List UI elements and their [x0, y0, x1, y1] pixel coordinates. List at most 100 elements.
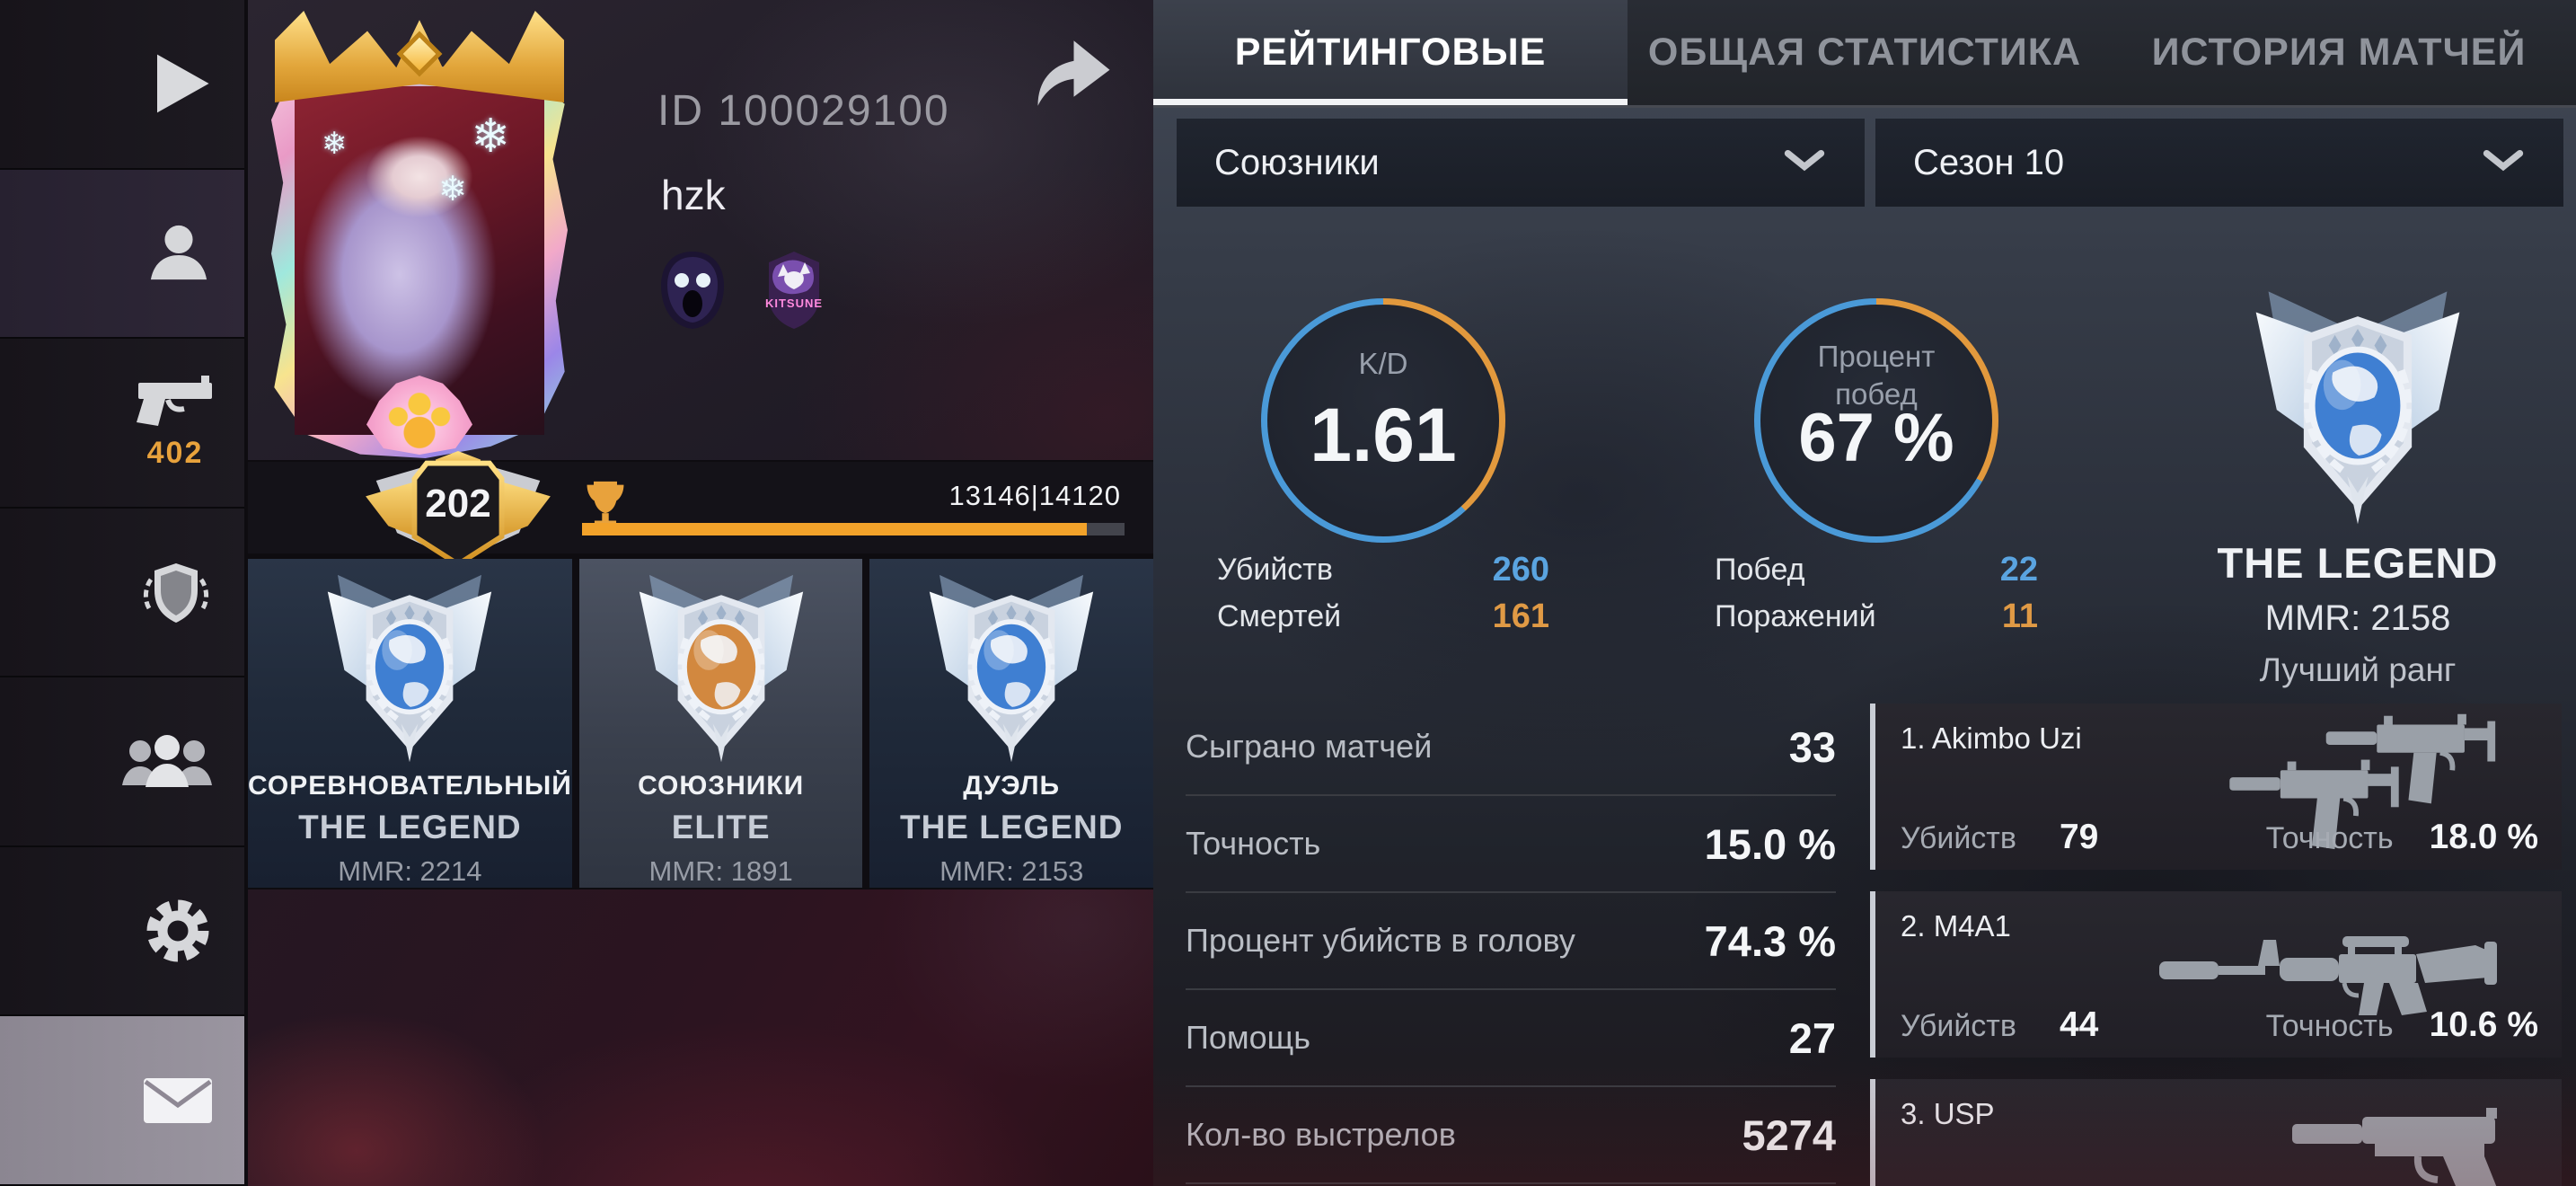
- profile-header: ❄ ❄ ❄ ID 100029100 hzk: [248, 0, 1153, 460]
- wins-value: 22: [1999, 550, 2038, 589]
- best-rank-block: THE LEGEND MMR: 2158 Лучший ранг: [2169, 289, 2546, 689]
- weapon-card-akimbo-uzi: 1. Akimbo Uzi Убийств 79 Точность 18.0 %: [1870, 704, 2562, 870]
- weapon-name: 2. M4A1: [1901, 909, 2011, 943]
- sidebar-item-mail[interactable]: [0, 1016, 244, 1186]
- rank-emblem: [636, 573, 807, 766]
- rank-card-allies: СОЮЗНИКИ ELITE MMR: 1891: [578, 559, 863, 888]
- weapon-card-usp: 3. USP: [1870, 1079, 2562, 1186]
- best-rank-name: THE LEGEND: [2217, 539, 2499, 587]
- weapon-name: 3. USP: [1901, 1097, 1995, 1130]
- sidebar-item-play[interactable]: [0, 0, 244, 170]
- rank-cards: СОРЕВНОВАТЕЛЬНЫЙ THE LEGEND MMR: 2214 СО…: [248, 559, 1154, 888]
- player-id: ID 100029100: [657, 87, 950, 135]
- player-badges: KITSUNE: [657, 250, 825, 335]
- best-rank-caption: Лучший ранг: [2259, 651, 2457, 688]
- stats-row-assists: Помощь 27: [1186, 990, 1836, 1087]
- winrate-value: 67 %: [1798, 400, 1954, 476]
- winrate-ring: Процент побед 67 %: [1754, 298, 1998, 543]
- xp-progress-text: 13146|14120: [948, 480, 1121, 511]
- sidebar-item-loadout[interactable]: 402: [0, 339, 244, 509]
- stats-panel: РЕЙТИНГОВЫЕ ОБЩАЯ СТАТИСТИКА ИСТОРИЯ МАТ…: [1153, 0, 2576, 1186]
- rank-card-mmr: MMR: 2153: [940, 855, 1084, 887]
- tab-rating[interactable]: РЕЙТИНГОВЫЕ: [1153, 0, 1628, 105]
- shield-laurel-icon: [138, 560, 214, 624]
- usp-icon: [2292, 1099, 2535, 1186]
- profile-panel: ❄ ❄ ❄ ID 100029100 hzk: [248, 0, 1154, 1186]
- stats-list[interactable]: Сыграно матчей 33 Точность 15.0 % Процен…: [1186, 699, 1836, 1184]
- level-strip: 202 13146|14120: [248, 462, 1153, 553]
- level-badge: 202: [361, 449, 555, 568]
- deaths-row: Смертей 161: [1217, 597, 1549, 635]
- snowflake-icon: ❄: [438, 171, 467, 208]
- pistol-icon: [137, 374, 214, 434]
- rank-card-rank: THE LEGEND: [899, 809, 1124, 845]
- rank-emblem: [926, 573, 1097, 766]
- rank-card-mode: СОЮЗНИКИ: [638, 771, 805, 801]
- kills-row: Убийств 260: [1217, 550, 1549, 589]
- weapon-stats: Убийств 79 Точность 18.0 %: [1901, 818, 2538, 856]
- mode-dropdown[interactable]: Союзники: [1177, 119, 1865, 207]
- mail-icon: [142, 1075, 214, 1127]
- mode-dropdown-value: Союзники: [1214, 142, 1380, 182]
- weapon-card-m4a1: 2. M4A1 Убийств 44 Точность 10.6 %: [1870, 891, 2562, 1058]
- gear-icon: [142, 895, 214, 967]
- tab-general-stats[interactable]: ОБЩАЯ СТАТИСТИКА: [1647, 31, 2082, 74]
- rank-card-rank: THE LEGEND: [298, 809, 522, 845]
- stats-row-accuracy: Точность 15.0 %: [1186, 796, 1836, 893]
- kd-title: K/D: [1358, 347, 1408, 380]
- level-number: 202: [425, 482, 491, 526]
- kd-gauge-block: K/D 1.61 Убийств 260 Смертей 161: [1217, 298, 1549, 640]
- profile-icon: [144, 222, 214, 285]
- sidebar-item-settings[interactable]: [0, 846, 244, 1017]
- avatar: ❄ ❄ ❄: [271, 11, 568, 458]
- rank-card-duel: ДУЭЛЬ THE LEGEND MMR: 2153: [869, 559, 1154, 888]
- season-dropdown[interactable]: Сезон 10: [1875, 119, 2563, 207]
- sidebar: 402: [0, 0, 244, 1186]
- share-button[interactable]: [1031, 31, 1112, 111]
- top-weapons-list[interactable]: 1. Akimbo Uzi Убийств 79 Точность 18.0 %…: [1870, 704, 2562, 1186]
- kd-value: 1.61: [1310, 393, 1457, 477]
- weapon-name: 1. Akimbo Uzi: [1901, 721, 2082, 755]
- best-rank-emblem: [2252, 289, 2464, 528]
- snowflake-icon: ❄: [322, 127, 348, 161]
- snowflake-icon: ❄: [471, 111, 510, 163]
- winrate-gauge-block: Процент побед 67 % Побед 22 Поражений 11: [1715, 298, 2038, 640]
- tab-match-history[interactable]: ИСТОРИЯ МАТЧЕЙ: [2151, 31, 2527, 74]
- chevron-down-icon: [1784, 149, 1825, 176]
- rank-card-mmr: MMR: 1891: [648, 855, 793, 887]
- kills-value: 260: [1492, 550, 1549, 589]
- kitsune-badge: KITSUNE: [763, 250, 825, 335]
- weapon-stats: Убийств 44 Точность 10.6 %: [1901, 1005, 2538, 1044]
- filters: Союзники Сезон 10: [1177, 119, 2563, 207]
- losses-row: Поражений 11: [1715, 597, 2038, 635]
- friends-icon: [120, 733, 214, 791]
- stats-row-matches: Сыграно матчей 33: [1186, 699, 1836, 796]
- wins-row: Побед 22: [1715, 550, 2038, 589]
- sidebar-item-profile[interactable]: [0, 169, 244, 340]
- rank-emblem: [324, 573, 495, 766]
- rank-card-competitive: СОРЕВНОВАТЕЛЬНЫЙ THE LEGEND MMR: 2214: [248, 559, 572, 888]
- chevron-down-icon: [2483, 149, 2524, 176]
- rank-card-mode: ДУЭЛЬ: [963, 771, 1061, 801]
- kitsune-badge-label: KITSUNE: [764, 296, 824, 310]
- rank-card-mode: СОРЕВНОВАТЕЛЬНЫЙ: [248, 771, 572, 801]
- rank-card-rank: ELITE: [671, 809, 771, 845]
- rank-card-mmr: MMR: 2214: [338, 855, 482, 887]
- skull-badge: [657, 250, 728, 335]
- background-art: [248, 890, 1153, 1186]
- xp-progress-bar: [582, 523, 1125, 535]
- sidebar-item-ranks[interactable]: [0, 508, 244, 678]
- weapon-count-badge: 402: [146, 436, 204, 471]
- play-icon: [149, 48, 214, 119]
- deaths-value: 161: [1492, 597, 1549, 635]
- losses-value: 11: [2001, 597, 2038, 635]
- season-dropdown-value: Сезон 10: [1913, 142, 2065, 182]
- player-nickname: hzk: [661, 172, 726, 218]
- sidebar-item-friends[interactable]: [0, 677, 244, 847]
- stats-row-shots: Кол-во выстрелов 5274: [1186, 1087, 1836, 1184]
- winrate-title: Процент побед: [1817, 340, 1936, 411]
- tab-bar: РЕЙТИНГОВЫЕ ОБЩАЯ СТАТИСТИКА ИСТОРИЯ МАТ…: [1153, 0, 2576, 108]
- stats-row-headshots: Процент убийств в голову 74.3 %: [1186, 893, 1836, 990]
- xp-progress-fill: [582, 523, 1088, 535]
